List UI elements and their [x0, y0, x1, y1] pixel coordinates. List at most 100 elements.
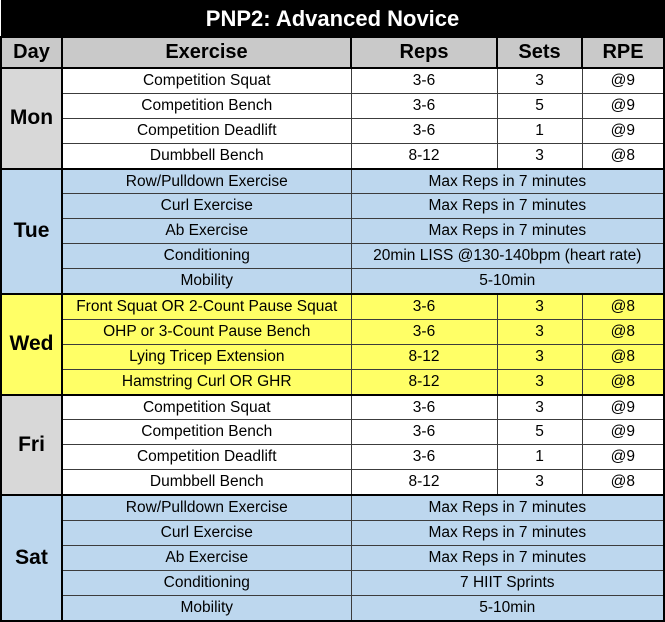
- reps-cell: 3-6: [350, 444, 498, 471]
- exercise-cell: Conditioning: [61, 569, 352, 596]
- table-row: Fri Competition Squat 3-6 3 @9: [0, 393, 665, 497]
- rpe-cell: @9: [581, 92, 665, 119]
- reps-cell: 3-6: [350, 318, 498, 345]
- exercise-cell: Hamstring Curl OR GHR: [61, 368, 352, 396]
- merged-prescription-cell: 5-10min: [350, 268, 665, 296]
- rpe-cell: @9: [581, 117, 665, 144]
- exercise-cell: Ab Exercise: [61, 544, 352, 571]
- exercise-cell: Dumbbell Bench: [61, 469, 352, 497]
- reps-cell: 3-6: [350, 66, 498, 94]
- sets-cell: 3: [496, 318, 583, 345]
- header-day: Day: [0, 36, 63, 69]
- sets-cell: 3: [496, 293, 583, 320]
- day-cell: Sat: [0, 494, 63, 622]
- rpe-cell: @8: [581, 142, 665, 170]
- merged-prescription-cell: Max Reps in 7 minutes: [350, 167, 665, 195]
- table-row: Conditioning 20min LISS @130-140bpm (hear…: [1, 243, 665, 270]
- reps-cell: 8-12: [350, 142, 498, 170]
- merged-prescription-cell: 5-10min: [350, 594, 665, 622]
- table-row: Dumbbell Bench 8-12 3 @8: [1, 469, 665, 497]
- merged-prescription-cell: Max Reps in 7 minutes: [350, 193, 665, 220]
- merged-prescription-cell: Max Reps in 7 minutes: [350, 520, 665, 546]
- rpe-cell: @8: [581, 343, 665, 370]
- merged-prescription-cell: Max Reps in 7 minutes: [350, 218, 665, 245]
- rpe-cell: @9: [581, 66, 665, 94]
- table-row: Mobility 5-10min: [1, 268, 665, 296]
- table-row: Competition Bench 3-6 5 @9: [1, 92, 665, 119]
- merged-prescription-cell: Max Reps in 7 minutes: [350, 544, 665, 571]
- sets-cell: 1: [496, 444, 583, 471]
- table-row: Competition Deadlift 3-6 1 @9: [1, 444, 665, 471]
- table-row: Ab Exercise Max Reps in 7 minutes: [1, 544, 665, 571]
- table-row: Competition Bench 3-6 5 @9: [1, 419, 665, 446]
- program-body: Mon Competition Squat 3-6 3 @9 Competition Be…: [0, 66, 665, 622]
- exercise-cell: Dumbbell Bench: [61, 142, 352, 170]
- exercise-cell: Competition Bench: [61, 92, 352, 119]
- exercise-cell: Front Squat OR 2-Count Pause Squat: [61, 293, 352, 320]
- reps-cell: 8-12: [350, 343, 498, 370]
- table-row: Tue Row/Pulldown Exercise Max Reps in 7 mi…: [0, 167, 665, 296]
- exercise-cell: Competition Squat: [61, 393, 352, 421]
- header-exercise: Exercise: [61, 36, 352, 69]
- exercise-cell: Competition Deadlift: [61, 117, 352, 144]
- rpe-cell: @8: [581, 469, 665, 497]
- header-reps: Reps: [350, 36, 498, 69]
- exercise-cell: Mobility: [61, 594, 352, 622]
- table-row: OHP or 3-Count Pause Bench 3-6 3 @8: [1, 318, 665, 345]
- reps-cell: 3-6: [350, 117, 498, 144]
- exercise-cell: Conditioning: [61, 243, 352, 270]
- exercise-cell: Ab Exercise: [61, 218, 352, 245]
- header-row: Day Exercise Reps Sets RPE: [0, 36, 665, 69]
- exercise-cell: OHP or 3-Count Pause Bench: [61, 318, 352, 345]
- reps-cell: 3-6: [350, 92, 498, 119]
- day-cell: Wed: [0, 293, 63, 396]
- rpe-cell: @8: [581, 318, 665, 345]
- reps-cell: 8-12: [350, 368, 498, 396]
- table-row: Dumbbell Bench 8-12 3 @8: [1, 142, 665, 170]
- exercise-cell: Competition Squat: [61, 66, 352, 94]
- reps-cell: 3-6: [350, 419, 498, 446]
- header-sets: Sets: [496, 36, 583, 69]
- exercise-cell: Lying Tricep Extension: [61, 343, 352, 370]
- sets-cell: 3: [496, 368, 583, 396]
- exercise-cell: Mobility: [61, 268, 352, 296]
- sheet-title: PNP2: Advanced Novice: [0, 0, 665, 38]
- exercise-cell: Competition Bench: [61, 419, 352, 446]
- rpe-cell: @8: [581, 368, 665, 396]
- sets-cell: 1: [496, 117, 583, 144]
- sets-cell: 3: [496, 469, 583, 497]
- rpe-cell: @9: [581, 444, 665, 471]
- table-row: Mobility 5-10min: [1, 594, 665, 622]
- sets-cell: 3: [496, 66, 583, 94]
- day-cell: Fri: [0, 393, 63, 497]
- exercise-cell: Curl Exercise: [61, 520, 352, 546]
- exercise-cell: Row/Pulldown Exercise: [61, 167, 352, 195]
- merged-prescription-cell: 20min LISS @130-140bpm (heart rate): [350, 243, 665, 270]
- exercise-cell: Row/Pulldown Exercise: [61, 494, 352, 522]
- reps-cell: 3-6: [350, 293, 498, 320]
- reps-cell: 3-6: [350, 393, 498, 421]
- merged-prescription-cell: 7 HIIT Sprints: [350, 569, 665, 596]
- exercise-cell: Competition Deadlift: [61, 444, 352, 471]
- day-cell: Mon: [0, 67, 63, 170]
- rpe-cell: @9: [581, 393, 665, 421]
- table-row: Conditioning 7 HIIT Sprints: [1, 569, 665, 596]
- day-cell: Tue: [0, 167, 63, 296]
- table-row: Curl Exercise Max Reps in 7 minutes: [1, 193, 665, 220]
- sets-cell: 3: [496, 393, 583, 421]
- table-row: Hamstring Curl OR GHR 8-12 3 @8: [1, 368, 665, 396]
- table-row: Curl Exercise Max Reps in 7 minutes: [1, 520, 665, 546]
- exercise-cell: Curl Exercise: [61, 193, 352, 220]
- merged-prescription-cell: Max Reps in 7 minutes: [350, 494, 665, 522]
- rpe-cell: @9: [581, 419, 665, 446]
- rpe-cell: @8: [581, 293, 665, 320]
- table-row: Competition Deadlift 3-6 1 @9: [1, 117, 665, 144]
- header-rpe: RPE: [580, 36, 665, 69]
- sets-cell: 5: [496, 92, 583, 119]
- table-row: Lying Tricep Extension 8-12 3 @8: [1, 343, 665, 370]
- table-row: Wed Front Squat OR 2-Count Pause Squat 3-6…: [0, 293, 665, 396]
- sets-cell: 3: [496, 142, 583, 170]
- table-row: Mon Competition Squat 3-6 3 @9: [0, 66, 665, 170]
